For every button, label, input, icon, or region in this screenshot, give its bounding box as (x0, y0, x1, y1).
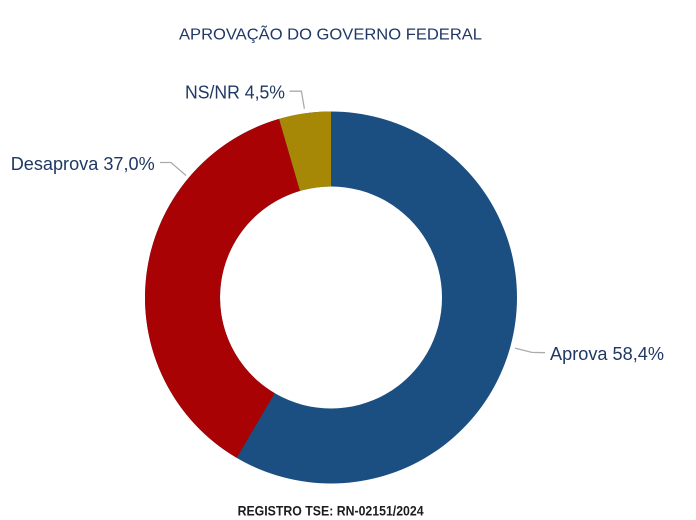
svg-text:Aprova 58,4%: Aprova 58,4% (550, 343, 664, 364)
svg-text:REGISTRO TSE: RN-02151/2024: REGISTRO TSE: RN-02151/2024 (238, 503, 424, 519)
svg-text:NS/NR 4,5%: NS/NR 4,5% (185, 81, 285, 102)
svg-text:APROVAÇÃO DO GOVERNO FEDERAL: APROVAÇÃO DO GOVERNO FEDERAL (179, 24, 482, 44)
svg-text:Desaprova 37,0%: Desaprova 37,0% (11, 153, 155, 174)
